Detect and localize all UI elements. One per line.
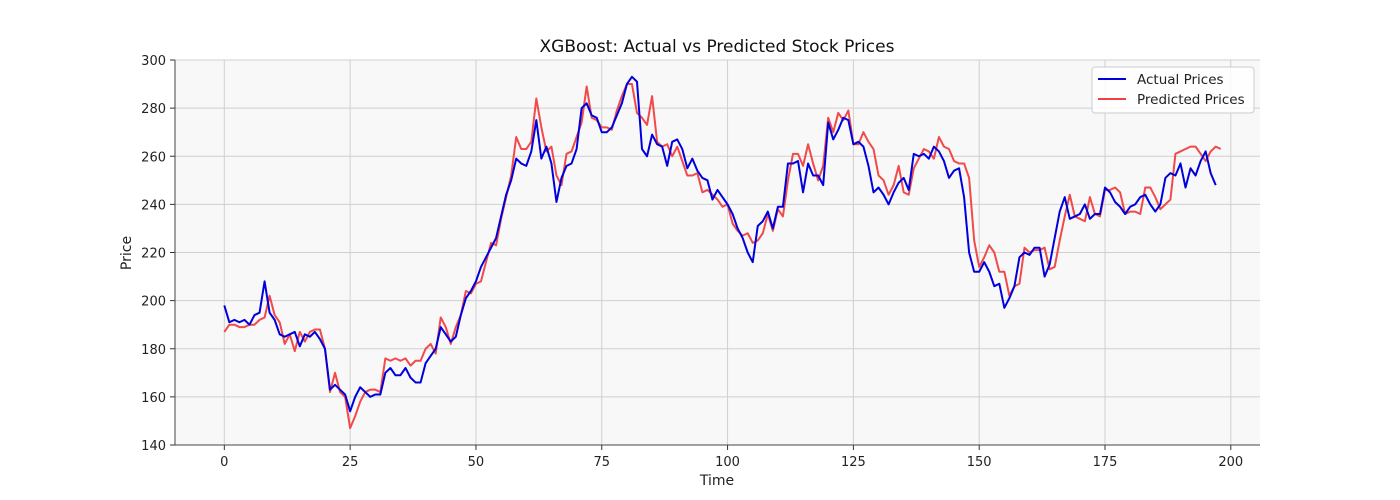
x-tick-label: 75 — [593, 455, 610, 470]
y-tick-label: 140 — [141, 439, 166, 454]
series-line-predicted — [223, 83, 1222, 430]
legend-label-predicted: Predicted Prices — [1137, 92, 1245, 108]
x-tick-label: 50 — [468, 455, 485, 470]
y-tick-label: 160 — [141, 391, 166, 406]
x-tick-label: 0 — [220, 455, 228, 470]
legend-label-actual: Actual Prices — [1137, 72, 1224, 88]
x-tick-label: 200 — [1218, 455, 1243, 470]
y-tick-label: 280 — [141, 102, 166, 117]
chart-title: XGBoost: Actual vs Predicted Stock Price… — [540, 37, 895, 57]
series-layer — [223, 75, 1222, 430]
legend: Actual Prices Predicted Prices — [1091, 66, 1255, 114]
x-tick-label: 150 — [967, 455, 992, 470]
axes — [170, 59, 1260, 450]
y-axis-label: Price — [119, 236, 135, 270]
y-tick-label: 200 — [141, 295, 166, 310]
x-tick-label: 175 — [1093, 455, 1118, 470]
y-tick-label: 300 — [141, 54, 166, 69]
series-line-actual — [223, 75, 1217, 413]
y-tick-label: 240 — [141, 198, 166, 213]
x-tick-label: 25 — [342, 455, 359, 470]
x-axis-label: Time — [699, 473, 734, 489]
x-tick-label: 100 — [715, 455, 740, 470]
legend-box — [1091, 66, 1255, 114]
y-tick-label: 220 — [141, 247, 166, 262]
x-tick-label: 125 — [841, 455, 866, 470]
y-tick-label: 180 — [141, 343, 166, 358]
tick-labels: 0 25 50 75 100 125 150 175 200 140 160 180 200 220 240… — [141, 54, 1243, 470]
y-tick-label: 260 — [141, 150, 166, 165]
